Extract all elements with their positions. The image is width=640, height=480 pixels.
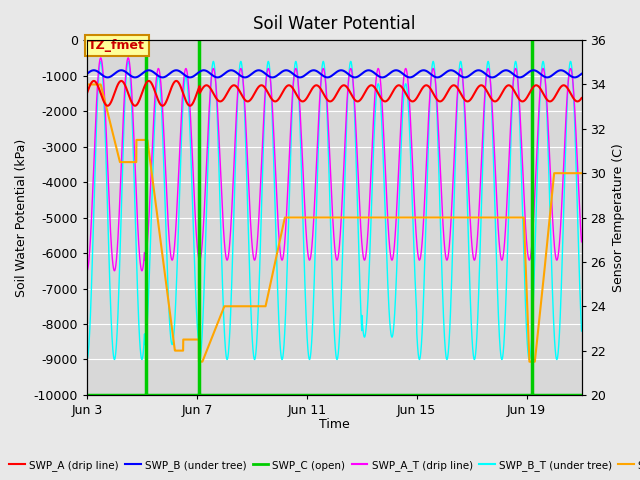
Text: TZ_fmet: TZ_fmet bbox=[88, 39, 145, 52]
Legend: SWP_A (drip line), SWP_B (under tree), SWP_C (open), SWP_A_T (drip line), SWP_B_: SWP_A (drip line), SWP_B (under tree), S… bbox=[5, 456, 640, 475]
Y-axis label: Soil Water Potential (kPa): Soil Water Potential (kPa) bbox=[15, 138, 28, 297]
X-axis label: Time: Time bbox=[319, 419, 349, 432]
Title: Soil Water Potential: Soil Water Potential bbox=[253, 15, 415, 33]
Y-axis label: Sensor Temperature (C): Sensor Temperature (C) bbox=[612, 143, 625, 292]
